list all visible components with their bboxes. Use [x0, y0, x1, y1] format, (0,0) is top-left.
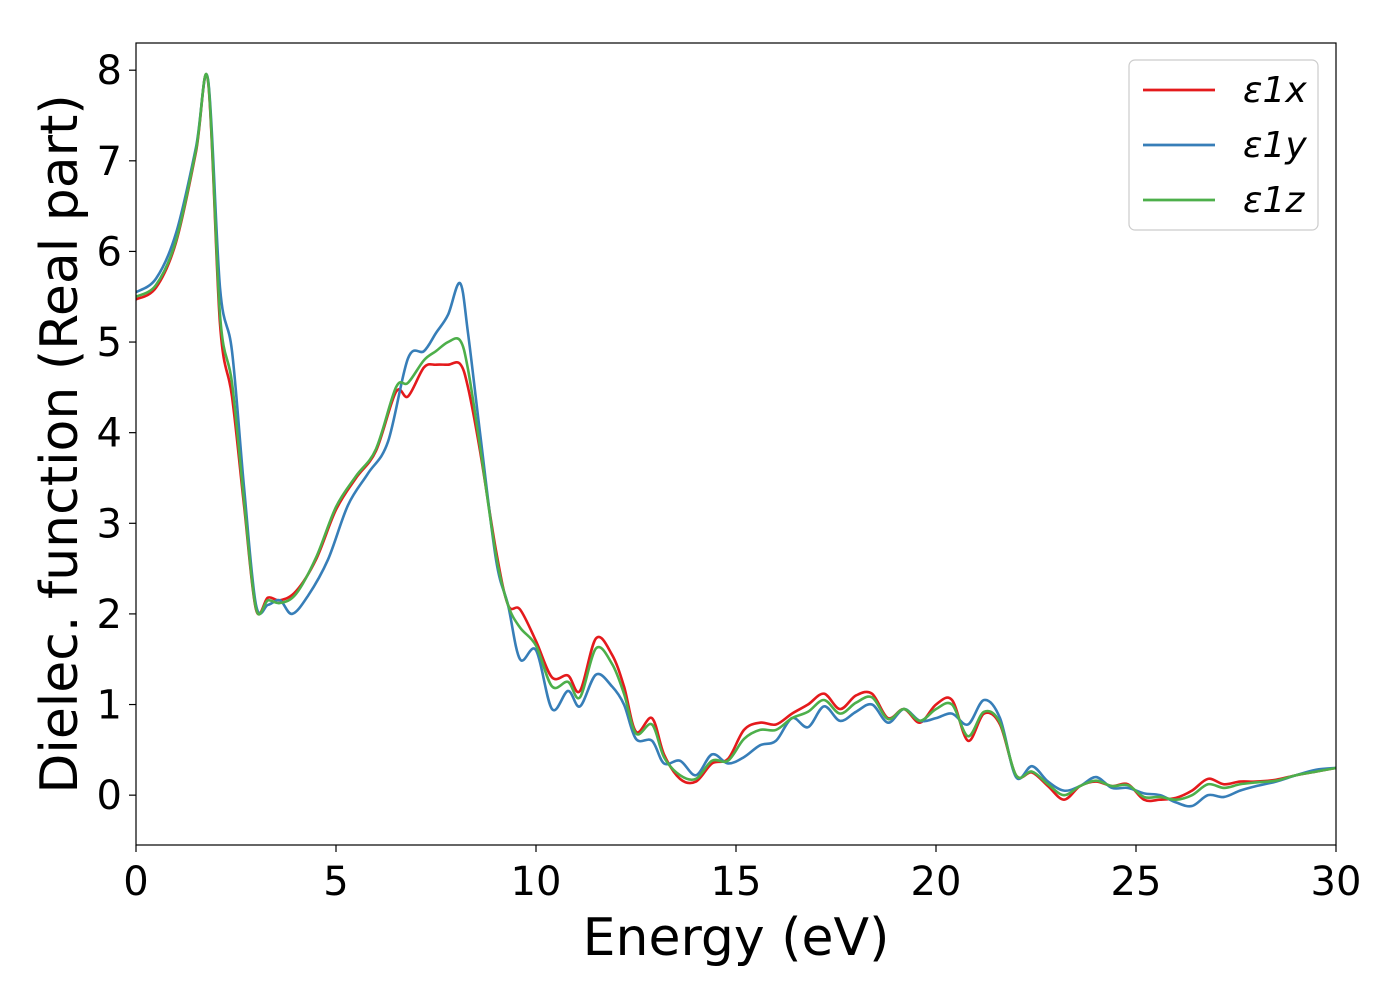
x-tick-label: 5: [323, 859, 348, 905]
x-tick-label: 20: [911, 859, 962, 905]
y-tick-label: 1: [97, 683, 122, 729]
y-tick-label: 4: [97, 411, 122, 457]
x-tick-label: 30: [1311, 859, 1362, 905]
x-tick-label: 25: [1111, 859, 1162, 905]
y-tick-label: 2: [97, 592, 122, 638]
y-axis: 0 1 2 3 4 5 6 7 8: [97, 48, 136, 819]
legend-label: ε1z: [1243, 180, 1305, 221]
y-tick-label: 8: [97, 48, 122, 94]
series-line-3: [136, 72, 1336, 801]
x-tick-label: 0: [123, 859, 148, 905]
y-tick-label: 0: [97, 773, 122, 819]
legend-label: ε1x: [1243, 70, 1307, 111]
x-axis-label: Energy (eV): [583, 908, 890, 968]
y-tick-label: 3: [97, 501, 122, 547]
x-tick-label: 15: [711, 859, 762, 905]
y-axis-label: Dielec. function (Real part): [30, 94, 90, 793]
y-tick-label: 5: [97, 320, 122, 366]
y-tick-label: 7: [97, 139, 122, 185]
plot-area: [136, 72, 1336, 808]
y-tick-label: 6: [97, 229, 122, 275]
legend-box: [1128, 59, 1319, 231]
legend: ε1x ε1y ε1z: [1128, 59, 1319, 231]
x-axis: 0 5 10 15 20 25 30: [123, 845, 1361, 905]
legend-label: ε1y: [1243, 125, 1307, 166]
x-tick-label: 10: [511, 859, 562, 905]
